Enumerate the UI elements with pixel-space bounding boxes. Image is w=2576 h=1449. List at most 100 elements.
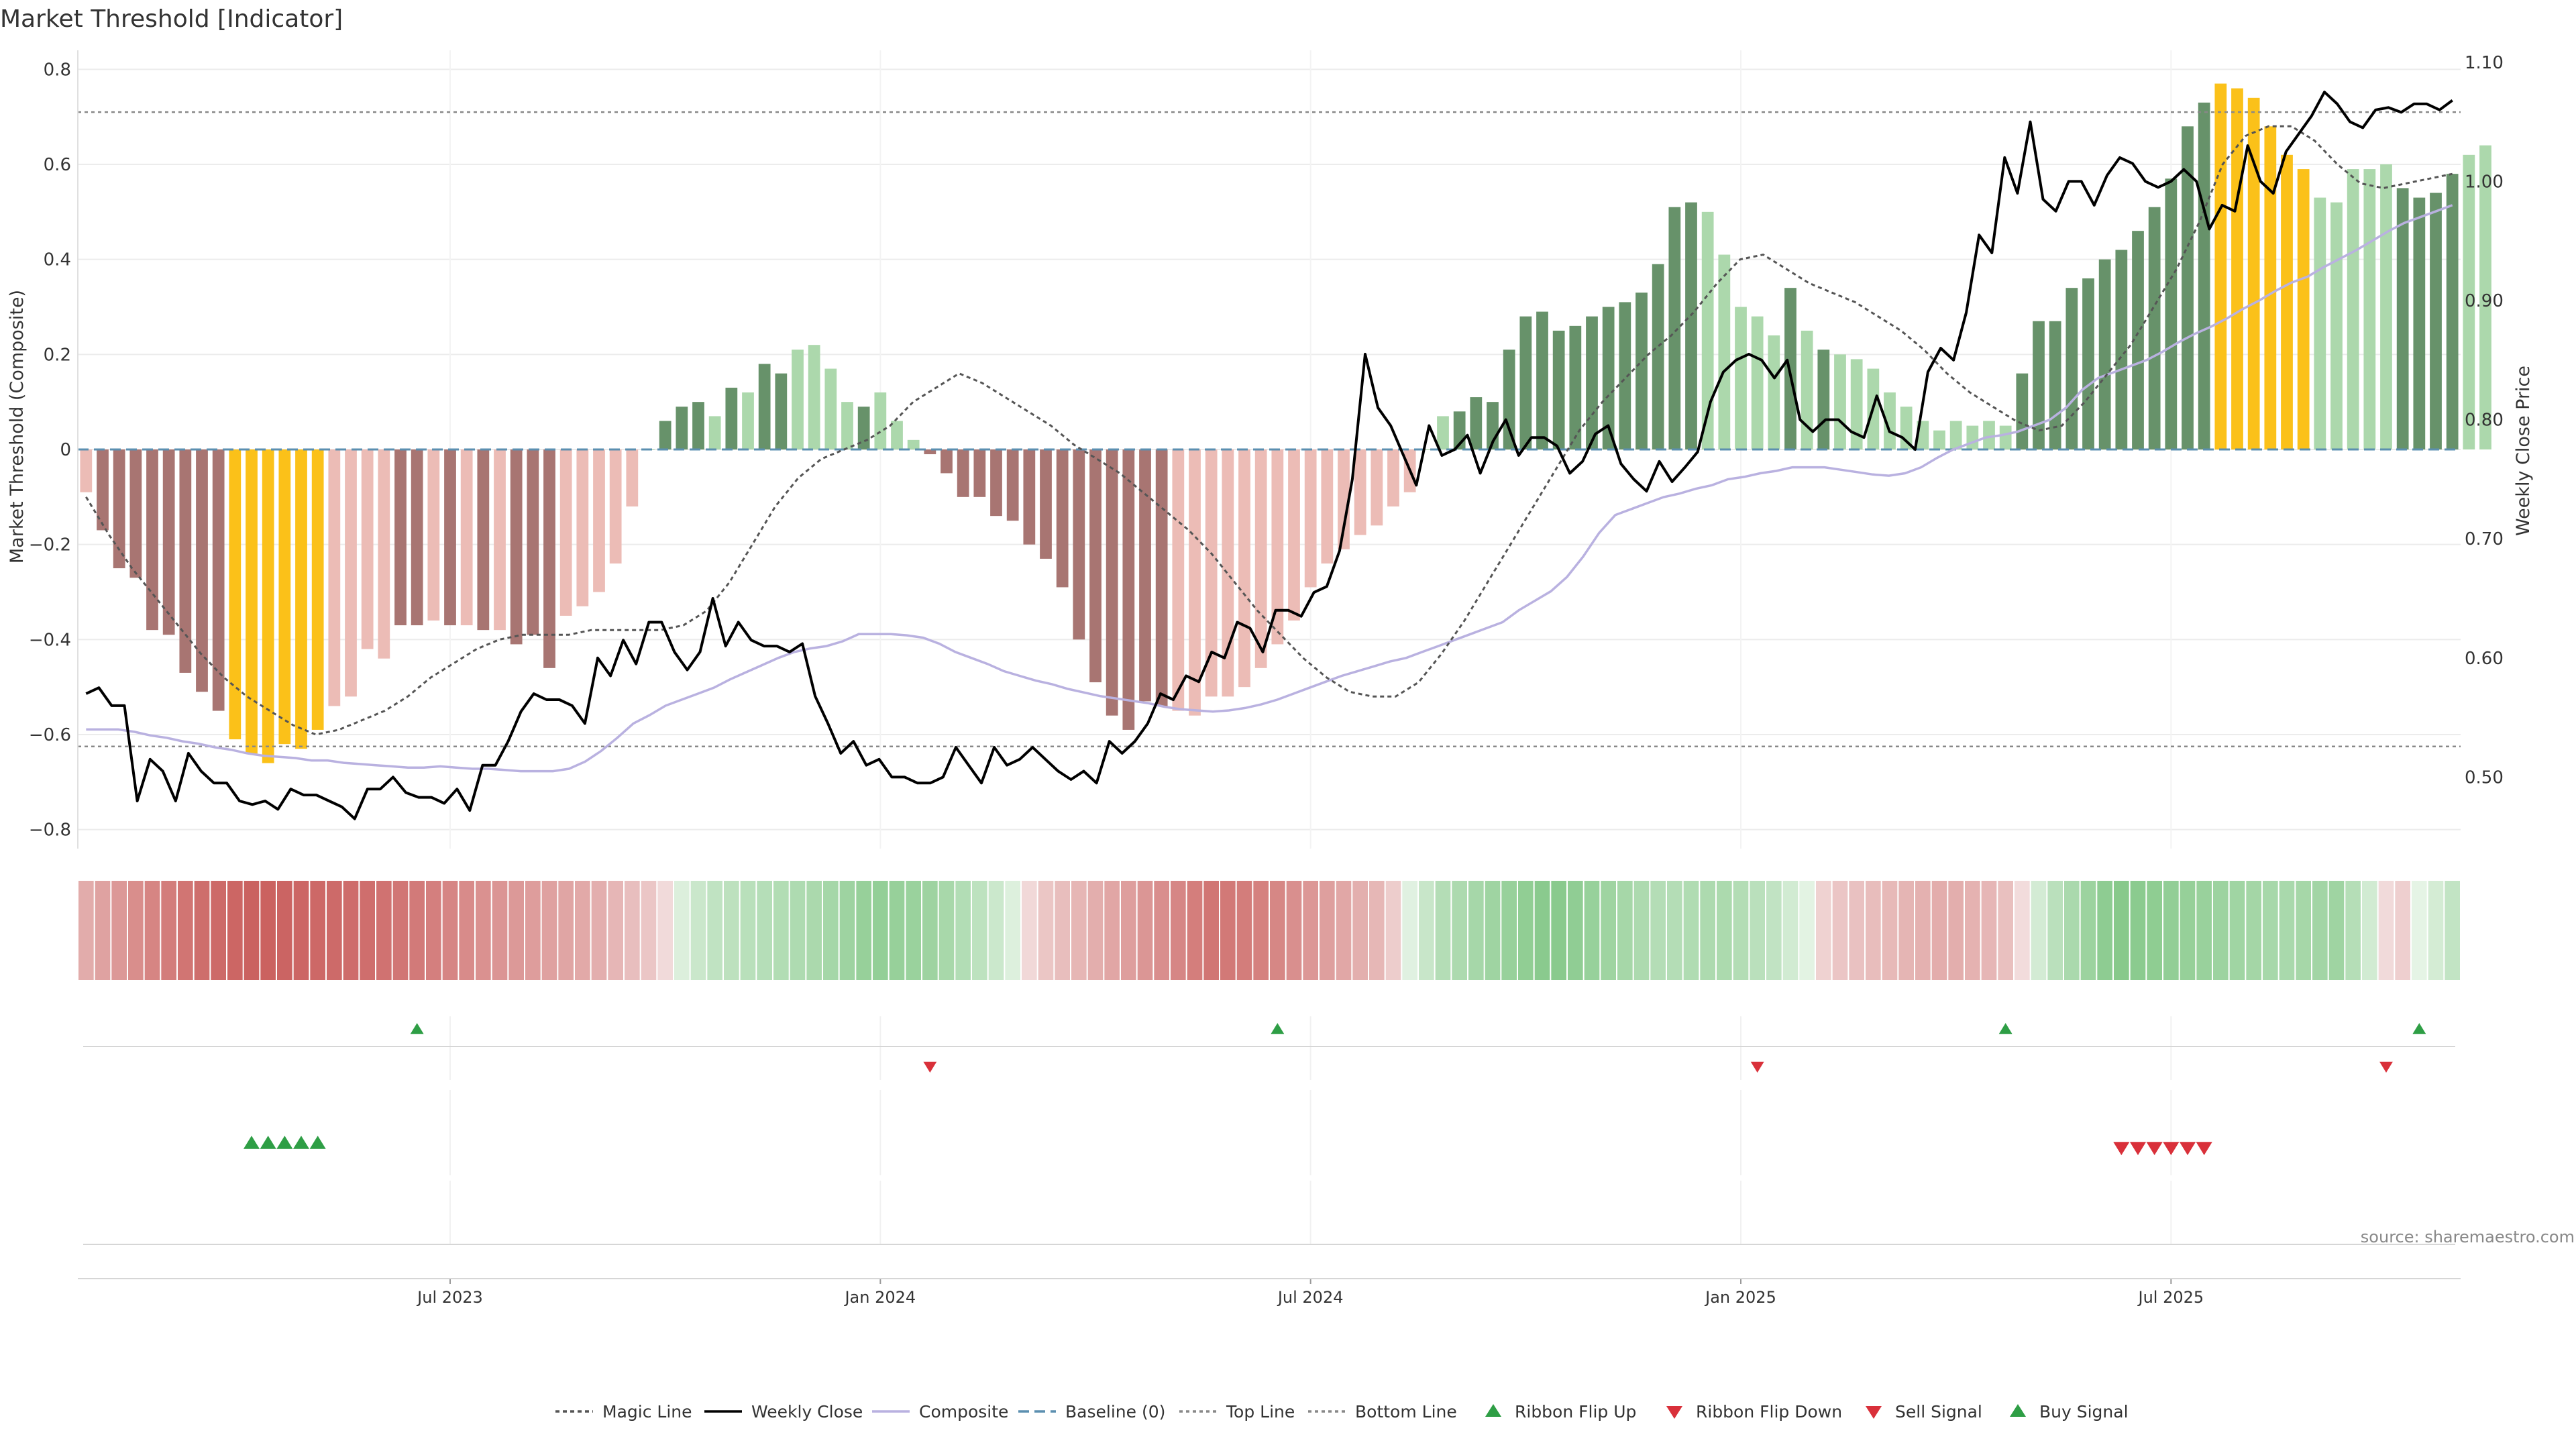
y-left-tick-label: 0.6 — [44, 155, 71, 175]
composite-bar — [345, 449, 357, 697]
ribbon-cell — [211, 881, 226, 980]
ribbon-flip-up-marker — [410, 1023, 424, 1034]
ribbon-flip-up-marker — [2412, 1023, 2426, 1034]
chart-title: Market Threshold [Indicator] — [0, 5, 343, 33]
composite-bar — [1106, 449, 1118, 716]
composite-bar — [973, 449, 986, 497]
ribbon-cell — [1799, 881, 1815, 980]
composite-bar — [1519, 316, 1532, 449]
composite-bar — [1437, 416, 1449, 449]
ribbon-cell — [856, 881, 871, 980]
ribbon-cell — [1236, 881, 1252, 980]
composite-bar — [1586, 316, 1598, 449]
ribbon-cell — [442, 881, 458, 980]
ribbon-cell — [1385, 881, 1401, 980]
weekly-close-line — [85, 91, 2453, 820]
composite-bar — [2049, 321, 2061, 449]
composite-bar — [162, 449, 175, 635]
composite-bar — [1470, 397, 1483, 449]
composite-bar — [1155, 449, 1168, 706]
composite-bar — [2214, 83, 2227, 450]
ribbon-cell — [260, 881, 276, 980]
ribbon-cell — [2097, 881, 2112, 980]
composite-bar — [1023, 449, 1036, 545]
ribbon-cell — [2279, 881, 2295, 980]
ribbon-cell — [591, 881, 607, 980]
ribbon-cell — [2378, 881, 2394, 980]
ribbon-cell — [2412, 881, 2427, 980]
ribbon-cell — [1849, 881, 1864, 980]
sell-signal-marker — [2179, 1142, 2196, 1155]
composite-bar — [1371, 449, 1383, 526]
ribbon-cell — [988, 881, 1004, 980]
ribbon-cell — [1915, 881, 1931, 980]
ribbon-cell — [161, 881, 176, 980]
ribbon-cell — [459, 881, 474, 980]
composite-bar — [1271, 449, 1284, 645]
composite-bar — [2182, 126, 2194, 450]
ribbon-cell — [2047, 881, 2063, 980]
ribbon-cell — [2015, 881, 2030, 980]
ribbon-cell — [1104, 881, 1120, 980]
ribbon-cell — [178, 881, 193, 980]
composite-bar — [1552, 330, 1565, 449]
composite-bar — [2247, 97, 2260, 450]
composite-bar — [593, 449, 605, 592]
y-right-tick-label: 0.50 — [2465, 767, 2504, 788]
ribbon-cell — [641, 881, 657, 980]
legend-label: Sell Signal — [1895, 1402, 1982, 1421]
ribbon-cell — [409, 881, 425, 980]
composite-bar — [1254, 449, 1267, 668]
ribbon-cell — [2213, 881, 2229, 980]
composite-bar — [758, 364, 771, 449]
composite-bar — [1056, 449, 1069, 588]
ribbon-strip — [78, 881, 2460, 980]
ribbon-cell — [227, 881, 243, 980]
composite-bar — [146, 449, 158, 631]
ribbon-cell — [657, 881, 673, 980]
y-axis-left-label: Market Threshold (Composite) — [7, 290, 28, 564]
composite-bar — [1735, 307, 1747, 449]
ribbon-cell — [922, 881, 938, 980]
ribbon-cell — [1369, 881, 1385, 980]
buy-signal-marker — [276, 1136, 293, 1149]
composite-bar — [609, 449, 622, 564]
ribbon-cell — [1518, 881, 1534, 980]
ribbon-cell — [2196, 881, 2212, 980]
composite-bar — [857, 407, 870, 449]
composite-bar — [411, 449, 423, 626]
ribbon-cell — [2246, 881, 2261, 980]
ribbon-flip-down-marker — [2379, 1061, 2393, 1073]
legend-label: Ribbon Flip Up — [1515, 1402, 1636, 1421]
composite-bar — [824, 368, 837, 449]
ribbon-cell — [78, 881, 94, 980]
ribbon-cell — [1816, 881, 1831, 980]
composite-bar — [246, 449, 258, 754]
composite-bar — [543, 449, 555, 668]
composite-bar — [1089, 449, 1102, 683]
composite-bar — [460, 449, 473, 626]
ribbon-cell — [2312, 881, 2328, 980]
composite-bar — [2016, 373, 2029, 449]
y-left-tick-label: 0.2 — [44, 345, 71, 365]
ribbon-cell — [1154, 881, 1169, 980]
legend-label: Magic Line — [602, 1402, 692, 1421]
ribbon-cell — [392, 881, 409, 980]
composite-bar — [1073, 449, 1085, 640]
composite-bar — [1949, 421, 1962, 449]
ribbon-cell — [724, 881, 739, 980]
ribbon-cell — [972, 881, 987, 980]
ribbon-cell — [2229, 881, 2245, 980]
y-left-tick-label: 0.4 — [44, 250, 71, 270]
ribbon-cell — [558, 881, 574, 980]
ribbon-cell — [1468, 881, 1484, 980]
composite-bar — [1172, 449, 1185, 711]
ribbon-flip-up-marker — [1271, 1023, 1285, 1034]
ribbon-cell — [492, 881, 508, 980]
composite-bar — [1321, 449, 1334, 564]
ribbon-cell — [1071, 881, 1087, 980]
ribbon-cell — [1832, 881, 1848, 980]
composite-bar — [1784, 288, 1796, 449]
composite-bar — [1751, 316, 1764, 449]
